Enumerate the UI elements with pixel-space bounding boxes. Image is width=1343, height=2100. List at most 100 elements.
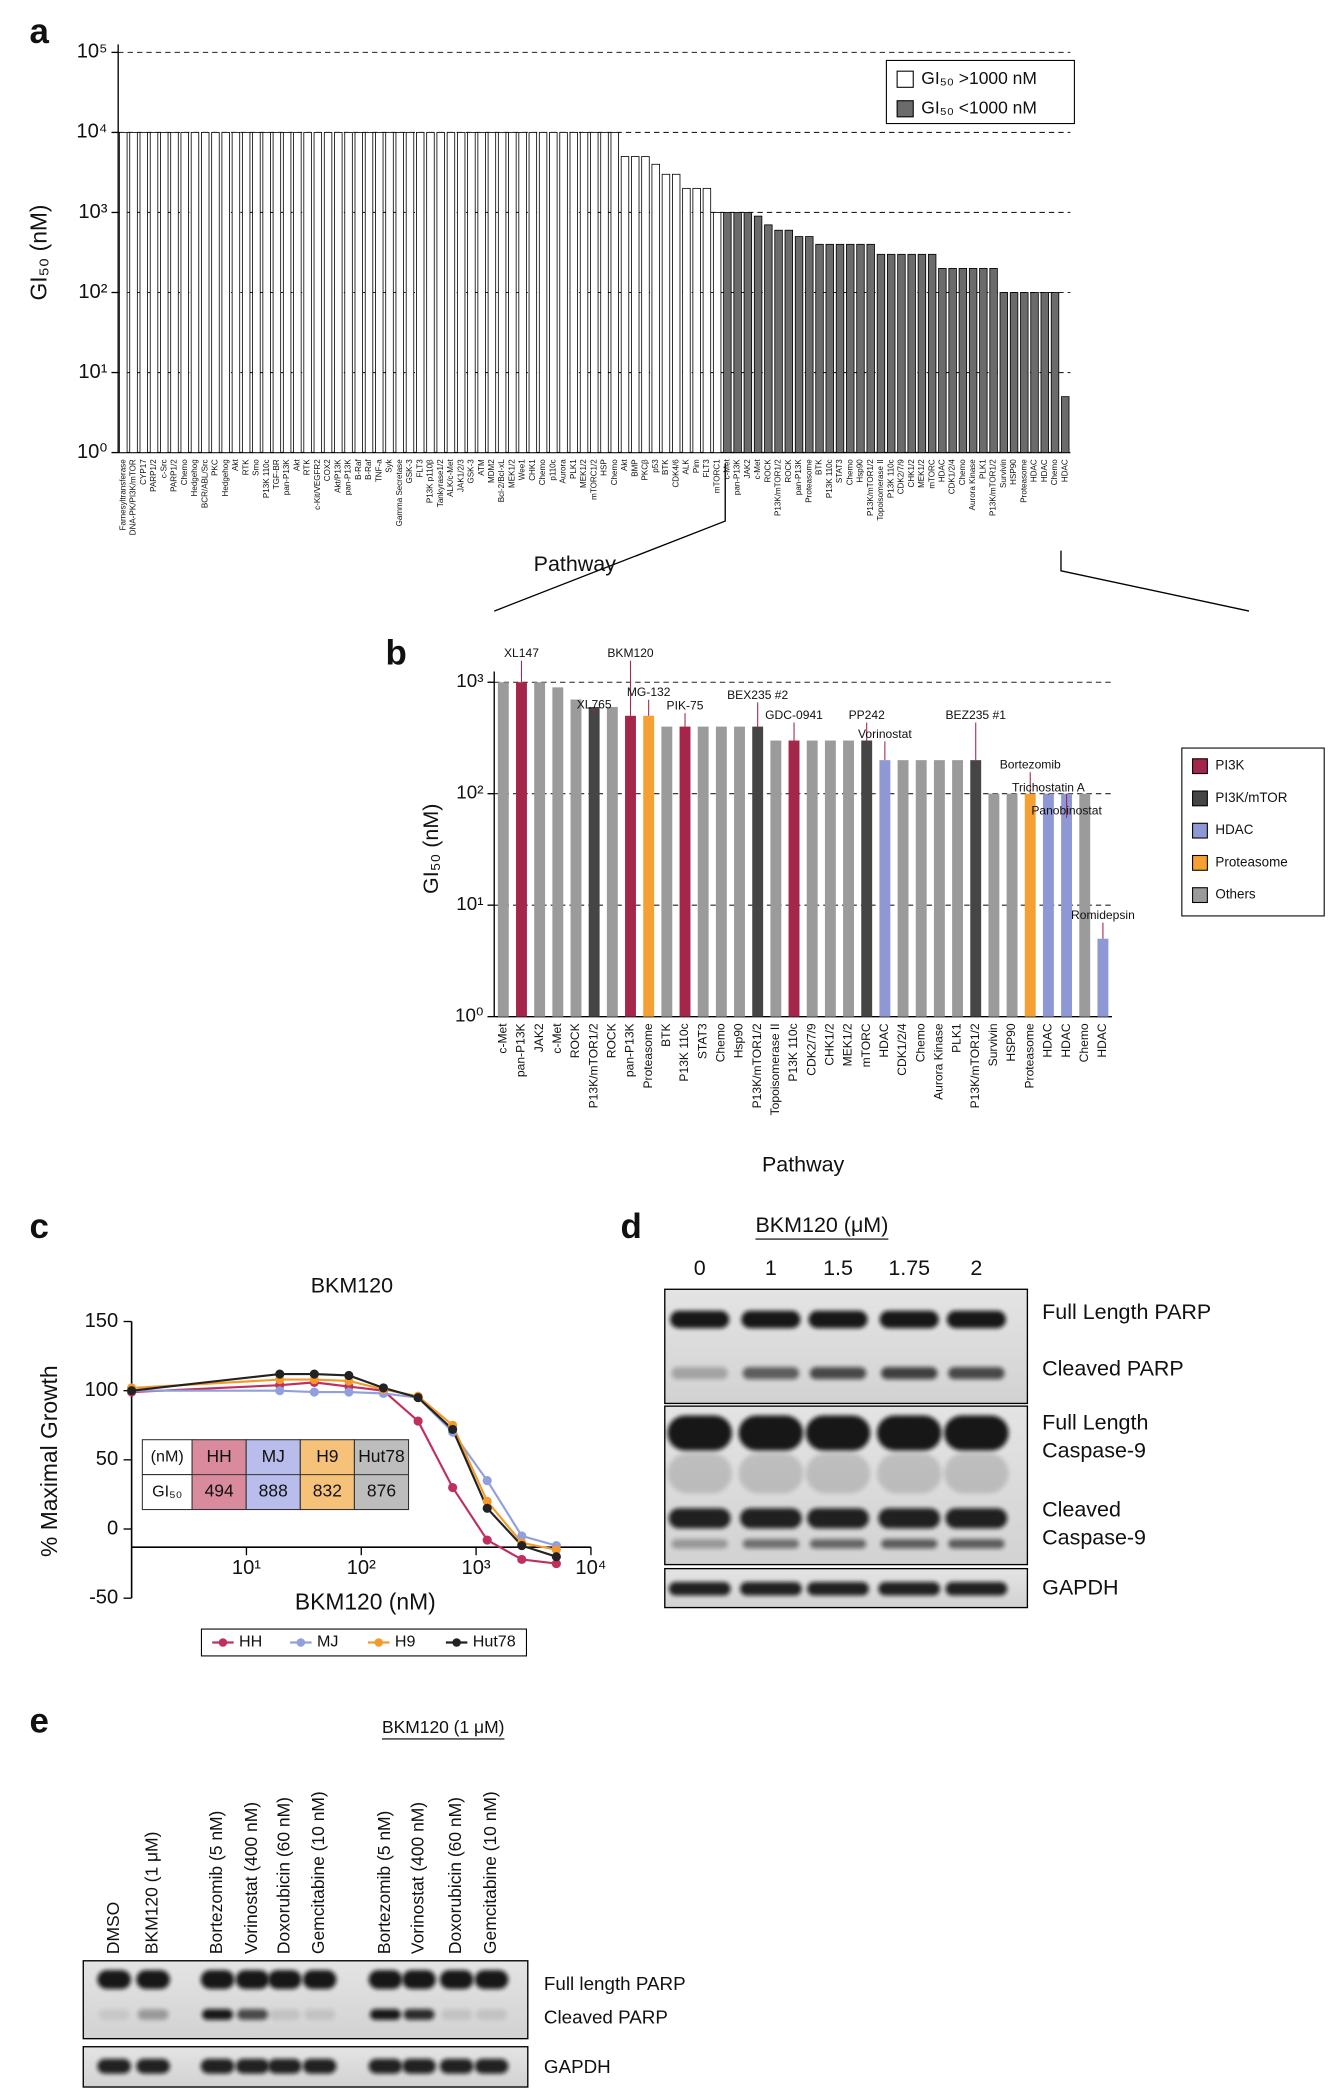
bar [293, 132, 302, 453]
y-tick-label: 50 [96, 1448, 118, 1470]
blot-band [807, 1582, 869, 1596]
data-point [413, 1416, 423, 1426]
legend-swatch [1192, 822, 1208, 839]
x-tick-label: ROCK [568, 1023, 582, 1058]
x-tick-label: mTORC1/2 [589, 459, 598, 500]
blot-band [439, 1970, 474, 1989]
table-header: HH [207, 1446, 232, 1466]
bar [1009, 292, 1019, 453]
x-axis-title: BKM120 (nM) [295, 1589, 436, 1615]
x-tick-label: BTK [659, 1023, 673, 1047]
band-label: GAPDH [1042, 1575, 1118, 1599]
blot-membrane [664, 1288, 1029, 1405]
table-cell [141, 1474, 193, 1511]
blot-band [302, 1970, 337, 1989]
x-tick-label: HDAC [1060, 459, 1069, 482]
series-line [131, 1389, 557, 1547]
data-point [448, 1424, 458, 1434]
blot-band [97, 1970, 131, 1989]
bar [846, 243, 855, 453]
bar [180, 132, 189, 453]
x-tick-label: P13K 110c [677, 1023, 691, 1081]
blot-band [805, 1415, 871, 1451]
bar [631, 156, 640, 453]
bar [1050, 292, 1060, 453]
x-tick-label: pan-P13K [514, 1023, 528, 1077]
blot-band [476, 2009, 507, 2020]
x-tick-label: PARP1/2 [149, 459, 158, 492]
x-tick-label: Chemo [610, 459, 619, 485]
x-tick-label: CDK2/7/9 [804, 1023, 818, 1076]
x-tick-label: Gamma Secretase [395, 459, 404, 527]
data-point [448, 1482, 458, 1493]
blot-band [741, 1310, 801, 1329]
y-tick-label: 0 [107, 1517, 118, 1539]
panel-label: e [30, 1701, 49, 1740]
y-tick-label: -50 [89, 1586, 118, 1608]
x-tick-label: 10³ [462, 1557, 491, 1579]
x-tick-label: Proteasome [641, 1023, 655, 1088]
bar [534, 682, 546, 1017]
blot-band [98, 2009, 130, 2020]
x-tick-label: FLT3 [702, 459, 711, 478]
x-tick-label: p53 [651, 459, 660, 473]
x-tick-label: Aurora Kinase [968, 459, 977, 511]
band-label: Full Length [1042, 1410, 1148, 1434]
blot-band [667, 1453, 732, 1494]
lane-label: BKM120 (1 μM) [142, 1832, 162, 1954]
y-tick-label: 10⁵ [77, 41, 108, 63]
bar [938, 268, 947, 453]
bar [508, 132, 517, 453]
data-point [482, 1535, 492, 1545]
bar [774, 229, 783, 453]
x-tick-label: 10² [347, 1557, 376, 1579]
blot-band [137, 2009, 169, 2020]
x-tick-label: P13K 110c [886, 459, 895, 498]
lane-label: Doxorubicin (60 nM) [445, 1797, 465, 1954]
table-value: 832 [313, 1481, 342, 1501]
x-tick-label: P13K/mTOR1/2 [989, 459, 998, 516]
legend-swatch [1192, 758, 1208, 775]
lane-label: 1.75 [888, 1256, 930, 1280]
blot-band [369, 2009, 401, 2020]
data-point [344, 1387, 354, 1397]
x-tick-label: Proteasome [804, 459, 813, 503]
bar [1040, 292, 1049, 453]
x-tick-label: BCR/ABL/Src [200, 459, 209, 508]
data-point [309, 1369, 319, 1379]
table-value: 888 [259, 1481, 288, 1501]
legend-label: Proteasome [1215, 854, 1287, 869]
panel-label: c [30, 1207, 49, 1246]
x-tick-label: ROCK [605, 1023, 619, 1058]
x-tick-label: c-Met [495, 1023, 509, 1054]
blot-band [948, 1539, 1005, 1549]
legend-label: GI₅₀ <1000 nM [921, 97, 1037, 117]
bar [579, 132, 589, 453]
bar [835, 243, 845, 453]
legend-label: MJ [317, 1633, 338, 1651]
x-tick-label: PLK1 [950, 1023, 964, 1053]
legend-label: PI3K [1215, 758, 1244, 773]
data-point [517, 1541, 527, 1551]
table-header: MJ [262, 1446, 285, 1466]
band-label: Cleaved PARP [544, 2006, 668, 2027]
x-tick-label: pan-P13K [733, 459, 742, 495]
blot-band [944, 1453, 1009, 1494]
bar [467, 132, 476, 453]
bar [917, 253, 927, 453]
x-tick-label: p110c [548, 459, 557, 480]
legend-swatch [896, 100, 914, 118]
legend-marker [374, 1638, 384, 1647]
y-axis-title: GI₅₀ (nM) [25, 204, 51, 300]
band-label: Full Length PARP [1042, 1300, 1211, 1324]
x-tick-label: CHK1/2 [823, 1023, 837, 1066]
x-tick-label: MDM2 [487, 459, 496, 483]
bar [712, 212, 722, 453]
x-tick-label: TNF-a [374, 459, 383, 482]
panel-label: b [385, 634, 406, 673]
bar [794, 236, 804, 453]
blot-band [668, 1508, 731, 1529]
x-tick-label: ALK [682, 459, 691, 475]
x-tick-label: 10¹ [232, 1557, 261, 1579]
